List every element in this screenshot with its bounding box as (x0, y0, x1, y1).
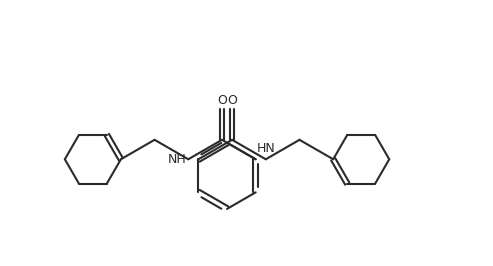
Text: O: O (217, 94, 227, 107)
Text: O: O (227, 94, 237, 107)
Text: NH: NH (168, 153, 186, 166)
Text: HN: HN (256, 142, 275, 155)
